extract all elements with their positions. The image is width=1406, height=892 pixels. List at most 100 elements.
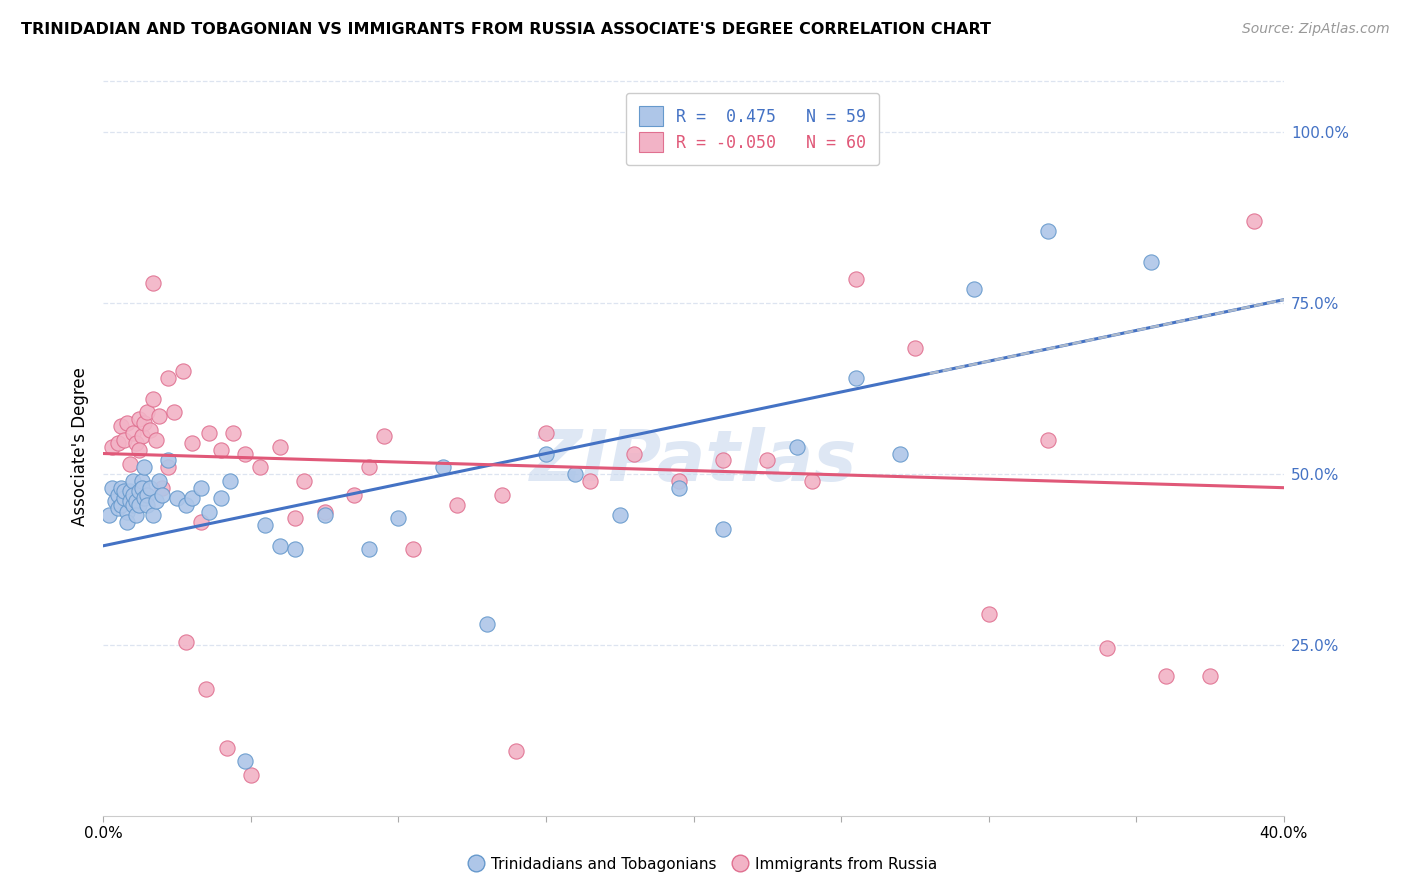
- Point: [623, 446, 645, 460]
- Point: [222, 425, 245, 440]
- Point: [107, 436, 129, 450]
- Point: [150, 487, 173, 501]
- Point: [115, 505, 138, 519]
- Point: [115, 515, 138, 529]
- Point: [121, 498, 143, 512]
- Point: [110, 498, 132, 512]
- Text: TRINIDADIAN AND TOBAGONIAN VS IMMIGRANTS FROM RUSSIA ASSOCIATE'S DEGREE CORRELAT: TRINIDADIAN AND TOBAGONIAN VS IMMIGRANTS…: [21, 22, 991, 37]
- Point: [128, 484, 150, 499]
- Point: [534, 446, 557, 460]
- Point: [292, 474, 315, 488]
- Point: [134, 416, 156, 430]
- Point: [142, 276, 165, 290]
- Point: [711, 453, 734, 467]
- Point: [139, 481, 162, 495]
- Text: Source: ZipAtlas.com: Source: ZipAtlas.com: [1241, 22, 1389, 37]
- Point: [343, 487, 366, 501]
- Point: [254, 518, 277, 533]
- Point: [1095, 641, 1118, 656]
- Point: [190, 481, 212, 495]
- Point: [668, 481, 690, 495]
- Point: [118, 494, 141, 508]
- Point: [101, 481, 124, 495]
- Point: [112, 491, 135, 505]
- Point: [121, 474, 143, 488]
- Point: [314, 508, 336, 522]
- Point: [889, 446, 911, 460]
- Point: [387, 511, 409, 525]
- Point: [198, 425, 221, 440]
- Point: [150, 481, 173, 495]
- Point: [209, 491, 232, 505]
- Point: [198, 505, 221, 519]
- Point: [284, 542, 307, 557]
- Point: [904, 341, 927, 355]
- Legend: R =  0.475   N = 59, R = -0.050   N = 60: R = 0.475 N = 59, R = -0.050 N = 60: [626, 93, 879, 165]
- Point: [233, 754, 256, 768]
- Point: [219, 474, 242, 488]
- Point: [136, 487, 159, 501]
- Point: [1243, 214, 1265, 228]
- Point: [564, 467, 586, 481]
- Point: [491, 487, 513, 501]
- Point: [373, 429, 395, 443]
- Point: [110, 481, 132, 495]
- Point: [166, 491, 188, 505]
- Point: [118, 457, 141, 471]
- Point: [131, 481, 153, 495]
- Point: [148, 474, 170, 488]
- Point: [112, 484, 135, 499]
- Point: [131, 474, 153, 488]
- Text: ZIPatlas: ZIPatlas: [530, 427, 858, 496]
- Point: [157, 453, 180, 467]
- Point: [845, 272, 868, 286]
- Point: [432, 460, 454, 475]
- Point: [101, 440, 124, 454]
- Point: [145, 494, 167, 508]
- Point: [217, 740, 239, 755]
- Point: [579, 474, 602, 488]
- Point: [756, 453, 779, 467]
- Y-axis label: Associate's Degree: Associate's Degree: [72, 368, 89, 526]
- Legend: Trinidadians and Tobagonians, Immigrants from Russia: Trinidadians and Tobagonians, Immigrants…: [461, 849, 945, 880]
- Point: [357, 460, 380, 475]
- Point: [180, 491, 202, 505]
- Point: [269, 440, 291, 454]
- Point: [963, 282, 986, 296]
- Point: [209, 443, 232, 458]
- Point: [107, 487, 129, 501]
- Point: [475, 617, 498, 632]
- Point: [145, 433, 167, 447]
- Point: [402, 542, 425, 557]
- Point: [446, 498, 468, 512]
- Point: [142, 392, 165, 406]
- Point: [134, 491, 156, 505]
- Point: [233, 446, 256, 460]
- Point: [845, 371, 868, 385]
- Point: [136, 405, 159, 419]
- Point: [118, 484, 141, 499]
- Point: [786, 440, 808, 454]
- Point: [157, 460, 180, 475]
- Point: [115, 416, 138, 430]
- Point: [104, 494, 127, 508]
- Point: [121, 425, 143, 440]
- Point: [977, 607, 1000, 622]
- Point: [142, 508, 165, 522]
- Point: [139, 423, 162, 437]
- Point: [505, 744, 527, 758]
- Point: [190, 515, 212, 529]
- Point: [180, 436, 202, 450]
- Point: [174, 634, 197, 648]
- Point: [269, 539, 291, 553]
- Point: [314, 505, 336, 519]
- Point: [800, 474, 823, 488]
- Point: [112, 433, 135, 447]
- Point: [172, 364, 194, 378]
- Point: [134, 460, 156, 475]
- Point: [98, 508, 121, 522]
- Point: [284, 511, 307, 525]
- Point: [711, 522, 734, 536]
- Point: [668, 474, 690, 488]
- Point: [124, 494, 146, 508]
